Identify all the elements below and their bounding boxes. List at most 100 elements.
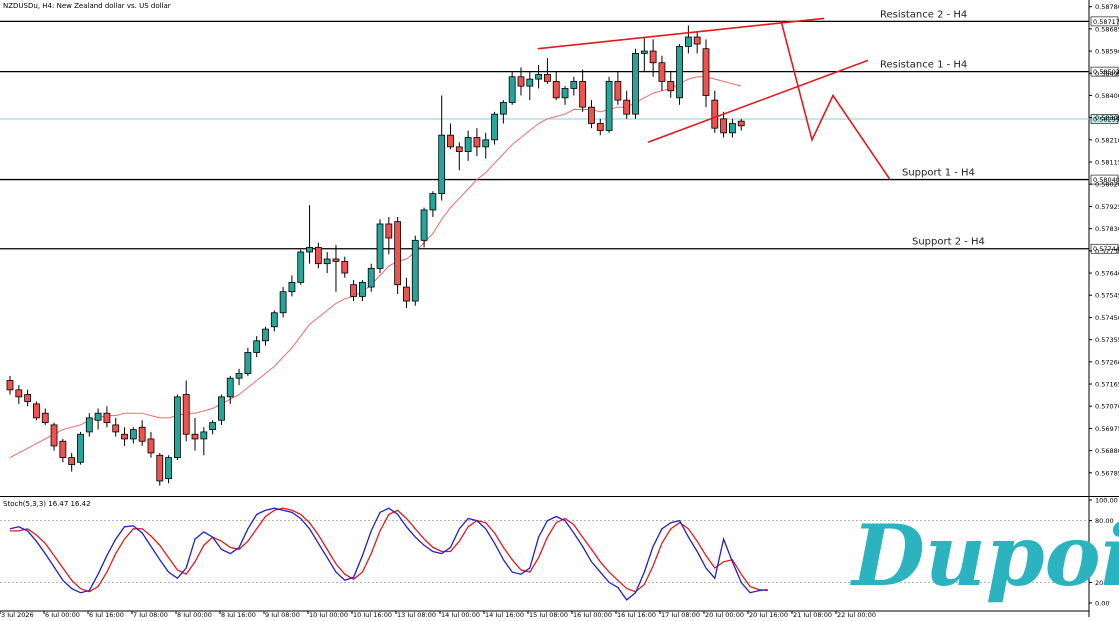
bear-candle-body bbox=[24, 394, 32, 402]
bear-candle-body bbox=[737, 120, 745, 127]
candle bbox=[244, 347, 252, 376]
bear-candle-body bbox=[447, 134, 454, 148]
bull-candle-body bbox=[288, 281, 296, 293]
bear-candle-body bbox=[517, 76, 525, 87]
x-tick-label: 20 Jul 16:00 bbox=[749, 611, 788, 617]
candle bbox=[693, 32, 701, 54]
bear-candle-body bbox=[147, 438, 155, 454]
candle bbox=[15, 385, 23, 404]
price-tag: 0.58717 bbox=[1090, 16, 1119, 27]
candle bbox=[288, 275, 296, 297]
candle bbox=[147, 431, 155, 458]
dupoin-logo-text: Dupoin bbox=[850, 506, 1119, 605]
bear-candle-body bbox=[350, 284, 357, 297]
bull-candle-body bbox=[200, 431, 208, 440]
bear-candle-body bbox=[15, 389, 23, 398]
candle bbox=[6, 375, 14, 395]
candle bbox=[50, 422, 58, 451]
x-tick-label: 15 Jul 08:00 bbox=[529, 611, 568, 617]
candle bbox=[737, 118, 745, 131]
bear-candle-body bbox=[693, 36, 701, 45]
candle bbox=[156, 452, 164, 486]
x-tick-label: 9 Jul 08:00 bbox=[265, 611, 300, 617]
candle bbox=[279, 287, 287, 318]
x-tick-label: 10 Jul 00:00 bbox=[309, 611, 348, 617]
candle bbox=[544, 58, 551, 84]
bear-candle-body bbox=[314, 246, 322, 265]
trendline-group bbox=[537, 17, 891, 181]
timeframe-label: H4 bbox=[42, 2, 52, 10]
candle bbox=[24, 389, 32, 407]
candle bbox=[182, 380, 190, 442]
bull-candle-body bbox=[429, 193, 437, 211]
price-tag-label: 0.57744 bbox=[1093, 245, 1119, 253]
bear-candle-body bbox=[59, 440, 67, 459]
symbol-label: NZDUSDu bbox=[3, 2, 38, 10]
level-label: Resistance 2 - H4 bbox=[880, 9, 967, 20]
bear-candle-body bbox=[552, 81, 560, 99]
x-tick-label: 22 Jul 00:00 bbox=[837, 611, 876, 617]
bull-candle-body bbox=[323, 258, 331, 265]
candle bbox=[482, 132, 490, 159]
bull-candle-body bbox=[244, 352, 252, 374]
stoch-tick-label: 20.00 bbox=[1095, 579, 1114, 587]
price-tag-label: 0.58040 bbox=[1093, 176, 1119, 184]
candle bbox=[403, 277, 410, 309]
candle bbox=[306, 205, 313, 264]
candle bbox=[358, 280, 366, 302]
bear-candle-body bbox=[112, 424, 120, 433]
candle bbox=[605, 76, 613, 133]
bear-candle-body bbox=[720, 118, 728, 134]
bear-candle-body bbox=[702, 48, 710, 96]
candle bbox=[455, 142, 463, 171]
candle bbox=[314, 242, 322, 269]
y-tick-label: 0.57165 bbox=[1095, 381, 1119, 389]
projection-path bbox=[780, 20, 891, 181]
candle bbox=[209, 420, 217, 435]
y-tick-label: 0.58685 bbox=[1095, 25, 1119, 33]
bear-candle-body bbox=[667, 81, 675, 92]
candle bbox=[85, 413, 93, 437]
bull-candle-body bbox=[306, 246, 313, 253]
bull-candle-body bbox=[499, 102, 507, 115]
candle bbox=[68, 452, 76, 472]
bear-candle-body bbox=[649, 50, 657, 64]
candle bbox=[77, 431, 84, 465]
bear-candle-body bbox=[33, 403, 40, 419]
bear-candle-body bbox=[403, 286, 410, 302]
bull-candle-body bbox=[605, 81, 613, 131]
x-tick-label: 8 Jul 16:00 bbox=[221, 611, 256, 617]
candle bbox=[103, 406, 111, 428]
level-label: Support 2 - H4 bbox=[912, 237, 985, 248]
candle bbox=[94, 408, 102, 430]
candle bbox=[508, 72, 516, 105]
x-tick-label: 6 Jul 16:00 bbox=[89, 611, 124, 617]
bear-candle-body bbox=[596, 123, 604, 131]
candle bbox=[491, 111, 498, 145]
bear-candle-body bbox=[544, 74, 551, 82]
candle bbox=[350, 280, 357, 302]
candle bbox=[552, 72, 560, 101]
candle bbox=[623, 90, 631, 119]
bull-candle-body bbox=[482, 139, 490, 148]
bear-candle-body bbox=[341, 260, 349, 274]
candle bbox=[526, 72, 534, 101]
bull-candle-body bbox=[376, 223, 384, 269]
candle bbox=[632, 48, 639, 119]
x-tick-label: 17 Jul 08:00 bbox=[661, 611, 700, 617]
bear-candle-body bbox=[658, 62, 666, 82]
bull-candle-body bbox=[464, 137, 472, 152]
bear-candle-body bbox=[623, 99, 631, 115]
candle bbox=[33, 401, 40, 421]
candle bbox=[394, 216, 402, 295]
bear-candle-body bbox=[121, 433, 128, 440]
candle bbox=[235, 368, 243, 386]
